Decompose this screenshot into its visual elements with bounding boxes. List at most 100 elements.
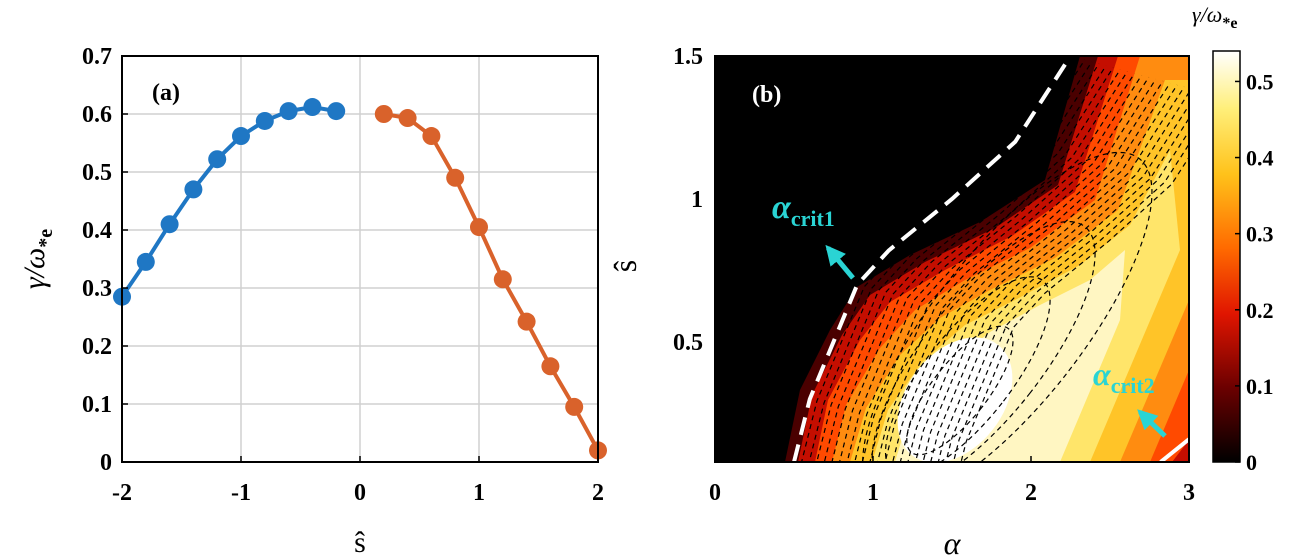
data-point [279, 102, 298, 121]
alpha-crit1-text: αcrit1 [772, 189, 835, 231]
panel-a-y-ticks: 0 0.1 0.2 0.3 0.4 0.5 0.6 0.7 [82, 44, 128, 476]
alpha-crit1-arrow [825, 244, 855, 280]
contour-loop [871, 221, 1096, 462]
y-tick-label: 1.5 [673, 44, 703, 70]
y-tick-label: 0.7 [82, 44, 112, 70]
panel-b-y-axis-label: ŝ [607, 260, 643, 272]
panel-a-y-axis-label: γ/ω*e [18, 229, 57, 289]
data-point [470, 218, 488, 237]
heat-peak [897, 337, 1013, 462]
y-tick-label: 0.1 [82, 392, 112, 418]
panel-a-points [113, 98, 607, 460]
alpha-crit1-boundary [792, 56, 1073, 462]
x-tick-label: 0 [354, 480, 366, 506]
contour-line [922, 91, 1189, 462]
data-point [565, 397, 584, 416]
data-point [541, 357, 560, 376]
contour-line [892, 80, 1164, 462]
y-tick-label: 0.2 [82, 334, 112, 360]
data-point [136, 252, 155, 271]
colorbar-tick-label: 0.2 [1246, 298, 1274, 323]
x-tick-label: 2 [592, 480, 604, 506]
x-tick-label: -2 [112, 480, 132, 506]
y-tick-label: 0.4 [82, 218, 112, 244]
y-tick-label: 1 [691, 187, 703, 213]
colorbar-ticks: 0 0.1 0.2 0.3 0.4 0.5 [1235, 69, 1274, 475]
alpha-crit2-text: αcrit2 [1093, 356, 1155, 398]
data-point [446, 168, 465, 187]
contour-line [854, 71, 1128, 462]
contour-line [808, 59, 1086, 462]
contour-loop [884, 276, 1051, 462]
panel-a-y-axis-label-sub: *e [35, 229, 57, 248]
y-tick-label: 0.5 [82, 160, 112, 186]
contour-line [869, 74, 1143, 462]
contour-loop [906, 325, 1014, 456]
panel-b-x-ticks: 0 1 2 3 [709, 456, 1195, 506]
panel-a-x-ticks: -2 -1 0 1 2 [112, 456, 604, 506]
contour-line [930, 104, 1189, 462]
panel-a-y-axis-label-main: γ/ω [18, 248, 51, 289]
colorbar-title-main: γ/ω [1192, 2, 1222, 27]
data-point [517, 312, 536, 331]
panel-a-grid [121, 55, 599, 463]
panel-a: -2 -1 0 1 2 0 0.1 0.2 0.3 0.4 0.5 0.6 0.7 (a) ŝ γ/ω… [18, 44, 607, 559]
alpha-crit2-sub: crit2 [1111, 373, 1155, 398]
data-point [493, 270, 512, 289]
colorbar-title-sub: *e [1222, 15, 1237, 32]
series-line [383, 112, 598, 452]
x-tick-label: -1 [231, 480, 251, 506]
panel-a-series [122, 105, 598, 452]
contour-line [823, 63, 1100, 462]
y-tick-label: 0.3 [82, 276, 112, 302]
y-tick-label: 0 [100, 450, 112, 476]
contour-line [876, 76, 1150, 462]
data-point [422, 127, 441, 146]
annotation-alpha-crit1: αcrit1 [772, 189, 855, 280]
y-tick-label: 0.5 [673, 330, 703, 356]
alpha-crit2-main: α [1093, 356, 1112, 392]
colorbar-tick-label: 0 [1246, 450, 1257, 475]
x-tick-label: 1 [867, 480, 879, 506]
colorbar-tick-label: 0.5 [1246, 69, 1274, 94]
panel-b-heatmap [785, 56, 1189, 462]
colorbar-title: γ/ω*e [1192, 2, 1237, 32]
colorbar-gradient [1212, 50, 1241, 463]
contour-line [945, 130, 1189, 462]
colorbar-tick-label: 0.3 [1246, 222, 1274, 247]
alpha-crit1-sub: crit1 [791, 206, 835, 231]
panel-b-frame [714, 55, 1190, 463]
contour-line [952, 143, 1189, 462]
contour-line [914, 86, 1185, 462]
colorbar-tick-label: 0.4 [1246, 146, 1274, 171]
data-point [255, 111, 274, 130]
colorbar-tick-label: 0.1 [1246, 374, 1274, 399]
x-tick-label: 2 [1025, 480, 1037, 506]
data-point [327, 102, 346, 121]
annotation-alpha-crit2: αcrit2 [1093, 356, 1167, 438]
data-point [374, 105, 393, 123]
x-tick-label: 3 [1183, 480, 1195, 506]
alpha-crit1-main: α [772, 189, 792, 226]
panel-b-label: (b) [752, 82, 781, 108]
panel-b-contours [800, 57, 1189, 462]
contour-line [838, 67, 1114, 462]
contour-line [800, 57, 1079, 462]
contour-line [831, 65, 1107, 462]
y-tick-label: 0.6 [82, 102, 112, 128]
contour-line [899, 82, 1171, 462]
x-tick-label: 0 [709, 480, 721, 506]
x-tick-label: 1 [473, 480, 485, 506]
panel-b-y-ticks: 0.5 1 1.5 [673, 44, 721, 356]
data-point [398, 109, 417, 128]
contour-line [960, 156, 1189, 462]
data-point [184, 180, 203, 199]
alpha-crit2-arrow [1137, 409, 1167, 438]
contour-loop [862, 151, 1153, 462]
data-point [160, 215, 179, 234]
contour-line [884, 78, 1157, 462]
panel-b-x-axis-label: α [944, 525, 962, 560]
data-point [232, 127, 250, 146]
